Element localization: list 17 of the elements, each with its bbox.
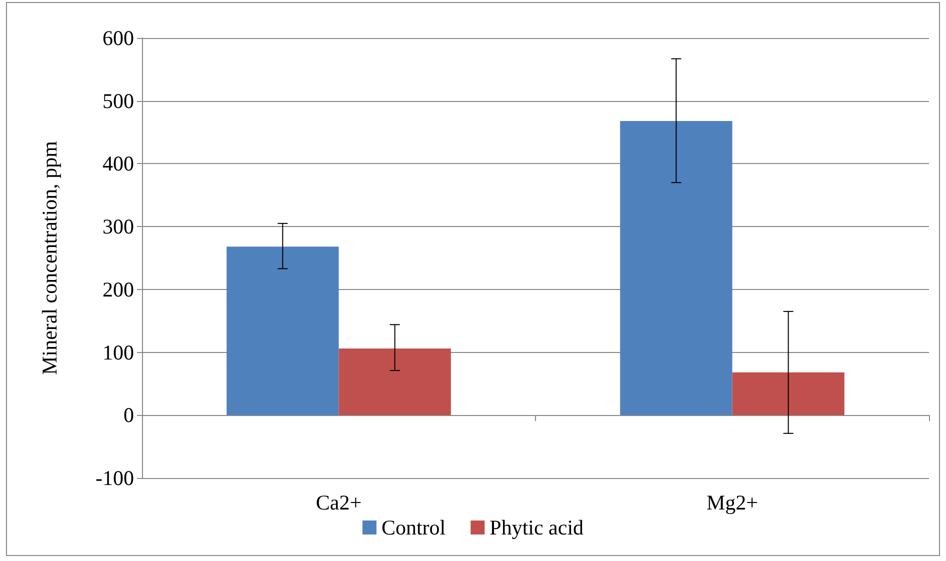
y-tick-label: -100 (96, 466, 134, 490)
bar (338, 348, 451, 416)
x-tick-label: Mg2+ (706, 490, 758, 514)
y-tick-label: 0 (124, 403, 134, 428)
bar (732, 372, 844, 416)
y-tick-label: 600 (102, 26, 134, 50)
y-tick-label: 500 (102, 88, 134, 113)
x-tick-label: Ca2+ (316, 490, 362, 514)
bar (620, 120, 732, 416)
bar (226, 246, 339, 416)
legend-label: Control (381, 516, 446, 540)
y-tick-label: 400 (102, 152, 134, 176)
y-tick-label: 100 (102, 340, 134, 364)
y-tick-label: 300 (102, 214, 134, 239)
y-axis-title: Mineral concentration, ppm (38, 141, 62, 375)
y-tick-label: 200 (102, 277, 134, 302)
legend-label: Phytic acid (490, 516, 584, 540)
